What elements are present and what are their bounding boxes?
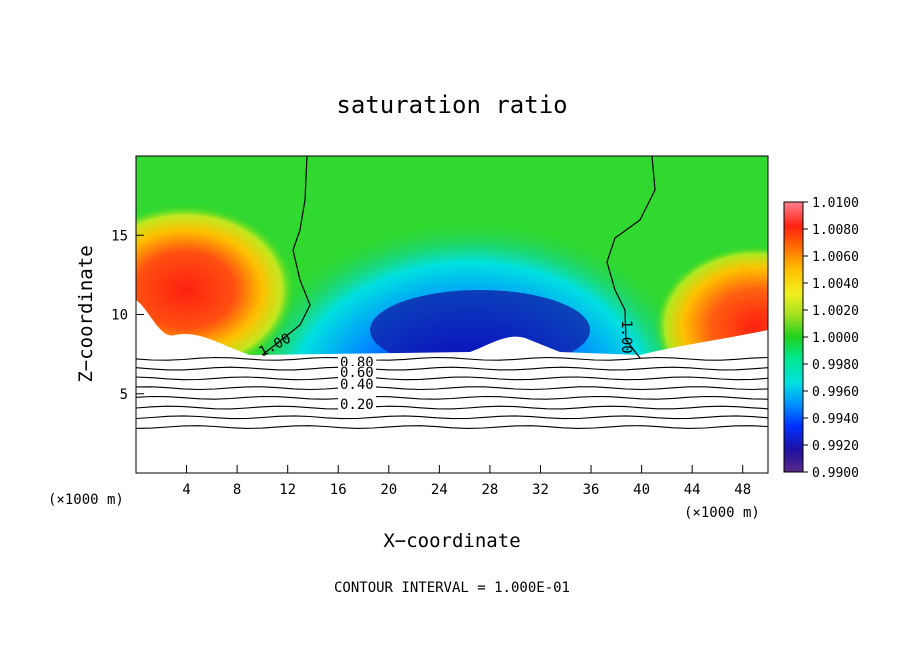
colorbar-label: 1.0020 [812,304,859,319]
field-left-high [136,205,295,375]
colorbar-label: 0.9900 [812,466,859,481]
x-unit-right: (×1000 m) [684,505,760,521]
contour-line [136,386,768,391]
contour-labels: 1.00 1.00 0.80 0.60 0.40 0.20 [256,320,634,413]
x-axis-label: X−coordinate [383,530,520,552]
x-tick-label: 20 [380,482,397,498]
contour-line [136,376,768,381]
colorbar-label: 0.9940 [812,412,859,427]
colorbar-label: 1.0060 [812,250,859,265]
y-tick-label: 10 [111,308,128,324]
contour-1-right [606,156,656,359]
contour-line [136,366,768,371]
x-tick-label: 24 [431,482,448,498]
contour-line [136,405,768,410]
colorbar: 1.0100 1.0080 1.0060 1.0040 1.0020 1.0000 0.99… [783,196,859,481]
contour-label-0p40: 0.40 [340,377,374,393]
contour-lines [136,356,768,429]
colorbar-label: 0.9980 [812,358,859,373]
y-axis-ticks: 5 10 15 [111,228,144,403]
colorbar-ticks: 1.0100 1.0080 1.0060 1.0040 1.0020 1.0000 0.99… [803,196,859,481]
colorbar-label: 1.0080 [812,223,859,238]
x-tick-label: 32 [532,482,549,498]
colorbar-ramp [783,201,804,473]
colorbar-label: 1.0000 [812,331,859,346]
plot-area [136,156,768,473]
x-tick-label: 44 [684,482,701,498]
x-tick-label: 8 [233,482,241,498]
contour-line [136,395,768,400]
colorbar-label: 0.9960 [812,385,859,400]
x-tick-label: 48 [734,482,751,498]
cloud-free-region [136,300,768,473]
contour-line [136,425,768,429]
x-tick-label: 12 [279,482,296,498]
contour-label-right: 1.00 [618,320,634,354]
colorbar-label: 1.0100 [812,196,859,211]
contour-line [136,415,768,420]
x-tick-label: 40 [633,482,650,498]
colorbar-label: 0.9920 [812,439,859,454]
x-tick-label: 36 [583,482,600,498]
y-tick-label: 15 [111,228,128,244]
contour-1-left [261,156,311,356]
contour-label-0p20: 0.20 [340,397,374,413]
chart-title: saturation ratio [336,91,567,119]
x-tick-label: 4 [182,482,190,498]
x-axis-ticks: 4 8 12 16 20 24 28 32 36 40 44 48 [182,465,751,498]
x-unit-left: (×1000 m) [48,492,124,508]
x-tick-label: 28 [481,482,498,498]
colorbar-label: 1.0040 [812,277,859,292]
contour-interval-footer: CONTOUR INTERVAL = 1.000E-01 [334,580,570,596]
x-tick-label: 16 [330,482,347,498]
contour-line [136,356,768,361]
y-axis-label: Z−coordinate [75,245,97,382]
y-tick-label: 5 [120,387,128,403]
